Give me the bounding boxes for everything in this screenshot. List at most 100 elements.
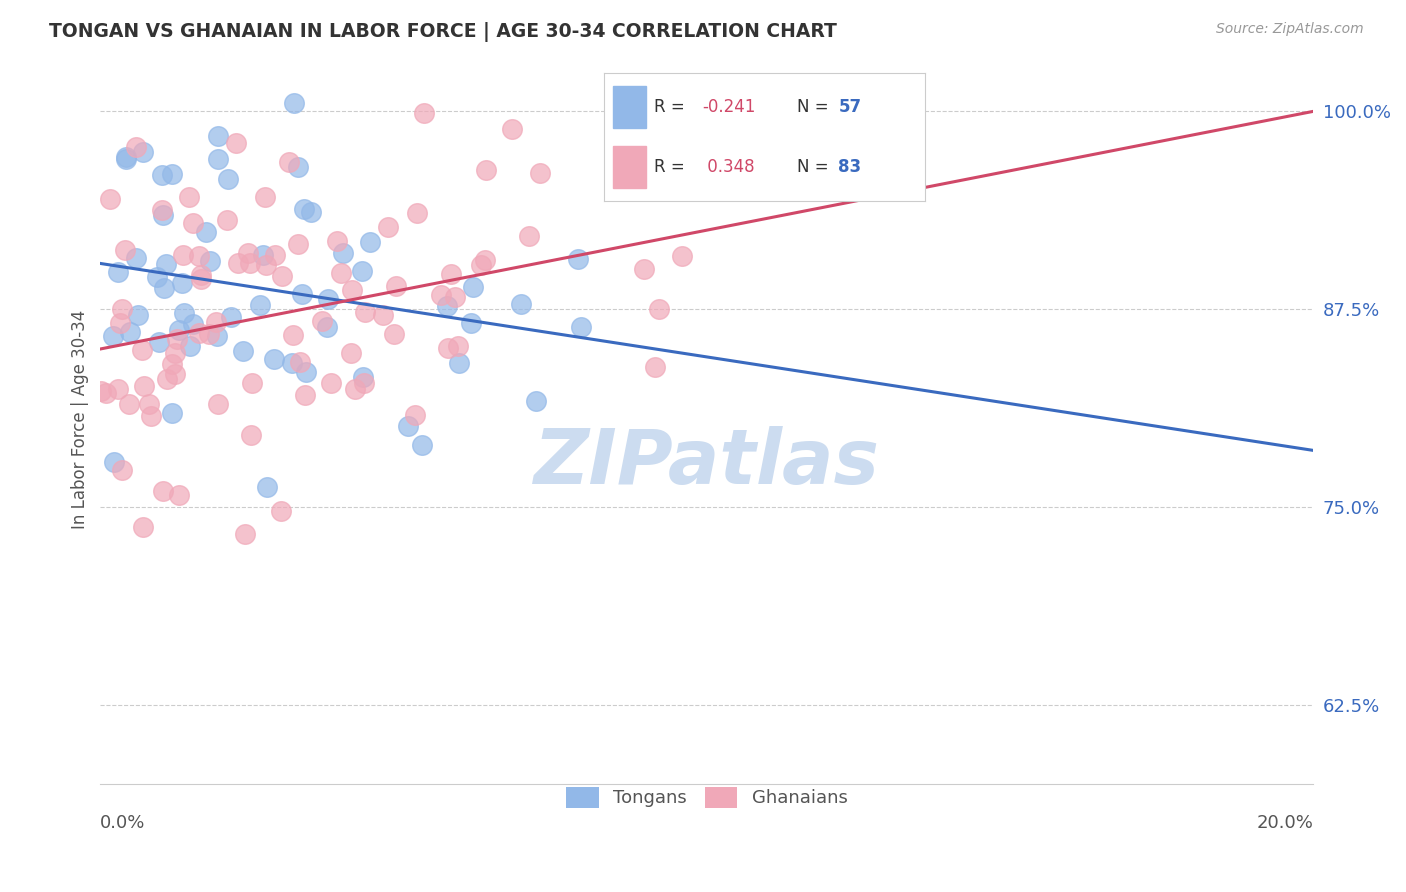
- Point: [132, 520, 155, 534]
- Point: [474, 253, 496, 268]
- Point: [153, 281, 176, 295]
- Point: [352, 370, 374, 384]
- Point: [287, 161, 309, 175]
- Point: [529, 165, 551, 179]
- Point: [271, 268, 294, 283]
- Point: [179, 339, 201, 353]
- Point: [326, 235, 349, 249]
- Legend: Tongans, Ghanaians: Tongans, Ghanaians: [558, 780, 855, 815]
- Point: [404, 408, 426, 422]
- Point: [124, 252, 146, 266]
- Point: [315, 320, 337, 334]
- Point: [221, 310, 243, 324]
- Point: [173, 306, 195, 320]
- Point: [647, 301, 669, 316]
- Point: [170, 276, 193, 290]
- Point: [205, 315, 228, 329]
- Point: [107, 382, 129, 396]
- Point: [225, 136, 247, 151]
- Point: [263, 352, 285, 367]
- Point: [172, 247, 194, 261]
- Point: [311, 314, 333, 328]
- Point: [138, 397, 160, 411]
- Point: [354, 305, 377, 319]
- Point: [111, 463, 134, 477]
- Point: [236, 246, 259, 260]
- Point: [232, 343, 254, 358]
- Point: [115, 152, 138, 166]
- Point: [103, 455, 125, 469]
- Point: [188, 249, 211, 263]
- Point: [344, 382, 367, 396]
- Point: [115, 150, 138, 164]
- Point: [163, 367, 186, 381]
- Point: [198, 254, 221, 268]
- Point: [239, 256, 262, 270]
- Point: [270, 503, 292, 517]
- Point: [321, 376, 343, 390]
- Point: [114, 244, 136, 258]
- Point: [411, 438, 433, 452]
- Point: [332, 245, 354, 260]
- Point: [330, 266, 353, 280]
- Point: [131, 343, 153, 358]
- Point: [406, 206, 429, 220]
- Point: [167, 323, 190, 337]
- Point: [217, 172, 239, 186]
- Point: [207, 397, 229, 411]
- Point: [567, 252, 589, 266]
- Point: [101, 329, 124, 343]
- Point: [207, 129, 229, 144]
- Point: [517, 229, 540, 244]
- Point: [217, 213, 239, 227]
- Point: [132, 145, 155, 159]
- Point: [163, 346, 186, 360]
- Point: [396, 419, 419, 434]
- Point: [252, 248, 274, 262]
- Point: [183, 216, 205, 230]
- Point: [90, 384, 112, 398]
- Point: [501, 121, 523, 136]
- Point: [160, 357, 183, 371]
- Point: [127, 308, 149, 322]
- Point: [195, 225, 218, 239]
- Point: [226, 255, 249, 269]
- Point: [340, 346, 363, 360]
- Point: [382, 326, 405, 341]
- Point: [720, 175, 742, 189]
- Point: [340, 283, 363, 297]
- Point: [475, 163, 498, 178]
- Point: [509, 297, 531, 311]
- Point: [463, 280, 485, 294]
- Point: [470, 258, 492, 272]
- Point: [671, 248, 693, 262]
- Point: [440, 268, 463, 282]
- Point: [118, 397, 141, 411]
- Point: [283, 95, 305, 110]
- Point: [233, 527, 256, 541]
- Point: [436, 341, 458, 355]
- Point: [569, 320, 592, 334]
- Point: [169, 488, 191, 502]
- Text: TONGAN VS GHANAIAN IN LABOR FORCE | AGE 30-34 CORRELATION CHART: TONGAN VS GHANAIAN IN LABOR FORCE | AGE …: [49, 22, 837, 42]
- Point: [156, 372, 179, 386]
- Point: [152, 208, 174, 222]
- Point: [299, 205, 322, 219]
- Point: [443, 290, 465, 304]
- Text: 20.0%: 20.0%: [1257, 814, 1313, 832]
- Point: [207, 153, 229, 167]
- Point: [148, 334, 170, 349]
- Point: [253, 189, 276, 203]
- Point: [281, 327, 304, 342]
- Point: [277, 154, 299, 169]
- Point: [118, 326, 141, 340]
- Point: [254, 258, 277, 272]
- Point: [155, 257, 177, 271]
- Point: [412, 106, 434, 120]
- Point: [377, 219, 399, 234]
- Point: [447, 356, 470, 370]
- Point: [207, 329, 229, 343]
- Point: [160, 406, 183, 420]
- Text: Source: ZipAtlas.com: Source: ZipAtlas.com: [1216, 22, 1364, 37]
- Point: [263, 247, 285, 261]
